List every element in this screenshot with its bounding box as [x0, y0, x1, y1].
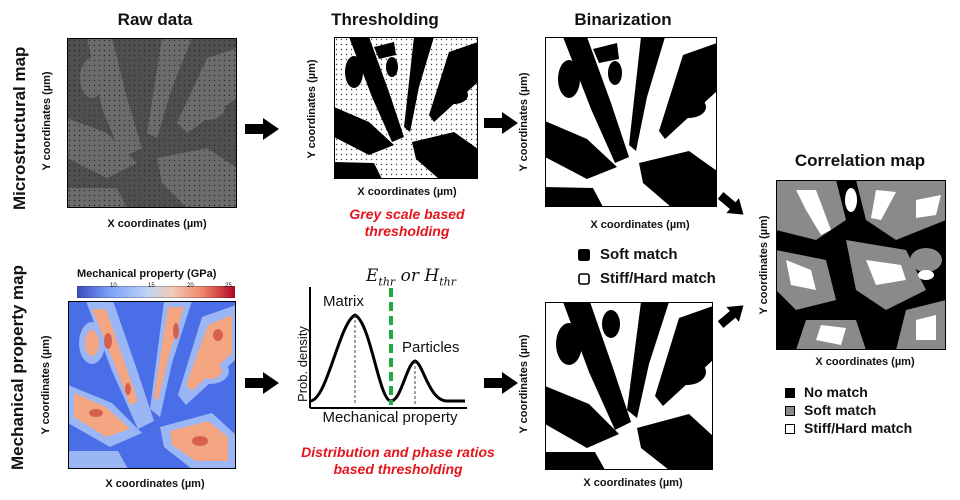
legend-stiff-marker	[578, 273, 590, 285]
bin-mech-y-label: Y coordinates (µm)	[518, 334, 530, 434]
binarized-microstructure-map	[545, 37, 717, 207]
corr-legend-soft-marker	[785, 406, 795, 416]
arrow-dist-to-bin	[484, 372, 518, 394]
corr-legend-stiff-label: Stiff/Hard match	[804, 420, 913, 436]
raw-micro-x-label: X coordinates (µm)	[107, 218, 207, 230]
bin-mech-x-label: X coordinates (µm)	[583, 477, 683, 489]
title-thresholding: Thresholding	[331, 10, 439, 29]
row-title-microstructural: Microstructural map	[10, 46, 29, 210]
grey-scale-note: Grey scale based thresholding	[349, 206, 465, 239]
raw-microstructure-map	[67, 38, 237, 208]
colorbar-tick-10: 10	[110, 283, 117, 289]
corr-x-label: X coordinates (µm)	[815, 356, 915, 368]
legend-stiff-label: Stiff/Hard match	[600, 270, 716, 287]
arrow-raw-to-thresh	[245, 118, 279, 140]
threshold-label: Ethr or Hthr	[366, 266, 456, 289]
title-correlation-map: Correlation map	[794, 151, 926, 170]
thresholded-microstructure-map	[334, 37, 478, 179]
colorbar-tick-20: 20	[187, 283, 194, 289]
thresh-micro-x-label: X coordinates (µm)	[357, 186, 457, 198]
mech-y-label: Y coordinates (µm)	[40, 335, 52, 435]
distribution-plot	[287, 263, 477, 438]
arrow-bin-micro-to-corr	[717, 190, 747, 220]
title-raw-data: Raw data	[117, 10, 193, 29]
arrow-bin-mech-to-corr	[717, 300, 747, 330]
legend-soft-label: Soft match	[600, 246, 678, 263]
particles-label: Particles	[402, 339, 460, 356]
bin-micro-x-label: X coordinates (µm)	[590, 219, 690, 231]
binarized-mechanical-map	[545, 302, 713, 470]
colorbar-tick-15: 15	[148, 283, 155, 289]
mechanical-property-heatmap	[68, 301, 236, 469]
bin-micro-y-label: Y coordinates (µm)	[518, 72, 530, 172]
colorbar-tick-25: 25	[225, 283, 232, 289]
corr-legend-stiff-marker	[785, 424, 795, 434]
colorbar	[77, 286, 235, 298]
prob-density-label: Prob. density	[295, 326, 310, 402]
arrow-heatmap-to-dist	[245, 372, 279, 394]
colorbar-title: Mechanical property (GPa)	[77, 268, 217, 280]
corr-y-label: Y coordinates (µm)	[758, 215, 770, 315]
corr-legend-none-label: No match	[804, 384, 868, 400]
mech-property-axis-label: Mechanical property	[322, 409, 458, 426]
distribution-note: Distribution and phase ratios based thre…	[301, 444, 495, 477]
mech-x-label: X coordinates (µm)	[105, 478, 205, 490]
row-title-mechanical: Mechanical property map	[8, 264, 27, 470]
correlation-map	[776, 180, 946, 350]
legend-soft-marker	[578, 249, 590, 261]
thresh-micro-y-label: Y coordinates (µm)	[306, 59, 318, 159]
title-binarization: Binarization	[574, 10, 672, 29]
arrow-thresh-to-bin	[484, 112, 518, 134]
corr-legend-soft-label: Soft match	[804, 402, 877, 418]
corr-legend-none-marker	[785, 388, 795, 398]
matrix-label: Matrix	[323, 293, 364, 310]
raw-micro-y-label: Y coordinates (µm)	[41, 71, 53, 171]
